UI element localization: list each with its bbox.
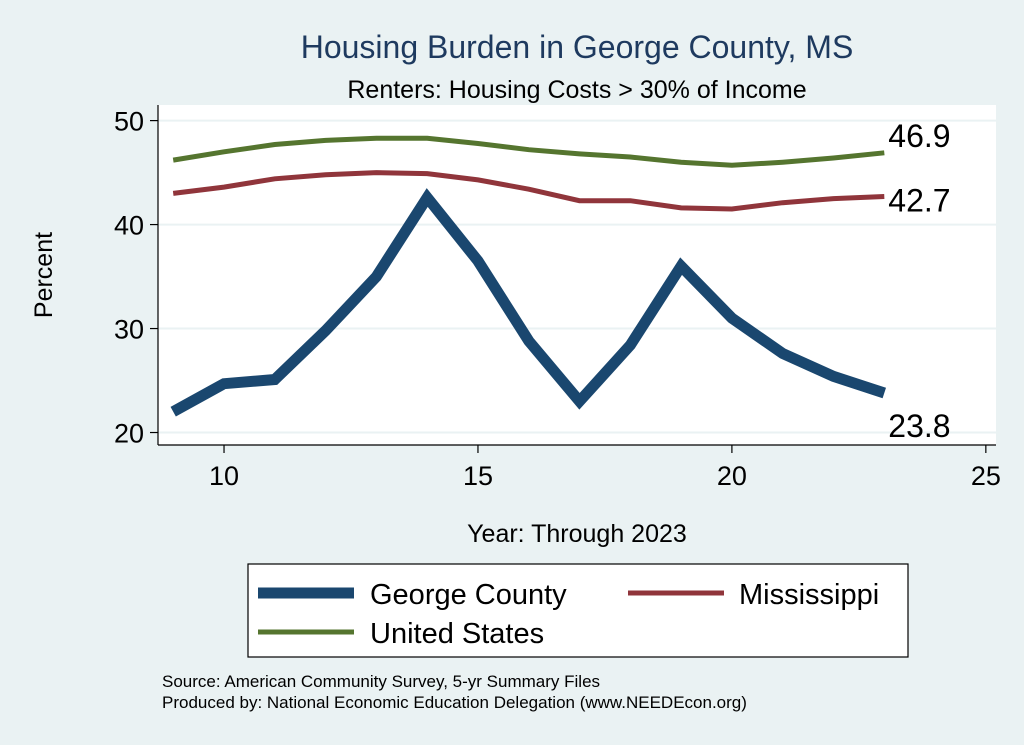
y-tick-label-50: 50: [114, 107, 144, 137]
x-tick-label-10: 10: [209, 461, 239, 491]
series-line-mississippi: [172, 170, 885, 212]
legend-label-mississippi: Mississippi: [739, 579, 879, 611]
legend-label-george-county: George County: [370, 579, 567, 611]
series-line-george-county: [170, 188, 887, 417]
y-tick-label-30: 30: [114, 315, 144, 345]
chart-title: Housing Burden in George County, MS: [301, 29, 854, 65]
legend-box: [247, 563, 909, 658]
series-layer: [170, 135, 887, 417]
gridlines: [158, 119, 996, 434]
legend: George County Mississippi United States: [247, 563, 909, 658]
axes: 20 30 40 50 10 15 20 25: [114, 105, 1001, 491]
end-label-george-county: 23.8: [888, 408, 950, 444]
source-line-2: Produced by: National Economic Education…: [162, 693, 747, 712]
source-line-1: Source: American Community Survey, 5-yr …: [162, 672, 600, 691]
x-axis-label: Year: Through 2023: [467, 520, 687, 548]
x-tick-label-20: 20: [717, 461, 747, 491]
end-labels: 23.8 42.7 46.9: [888, 118, 950, 444]
chart-subtitle: Renters: Housing Costs > 30% of Income: [347, 76, 806, 104]
end-label-mississippi: 42.7: [888, 182, 950, 218]
y-axis-label: Percent: [30, 232, 58, 318]
series-line-united-states: [172, 135, 885, 168]
x-tick-label-15: 15: [463, 461, 493, 491]
legend-label-united-states: United States: [370, 618, 544, 650]
y-tick-label-40: 40: [114, 211, 144, 241]
x-tick-label-25: 25: [971, 461, 1001, 491]
end-label-united-states: 46.9: [888, 118, 950, 154]
y-tick-label-20: 20: [114, 419, 144, 449]
